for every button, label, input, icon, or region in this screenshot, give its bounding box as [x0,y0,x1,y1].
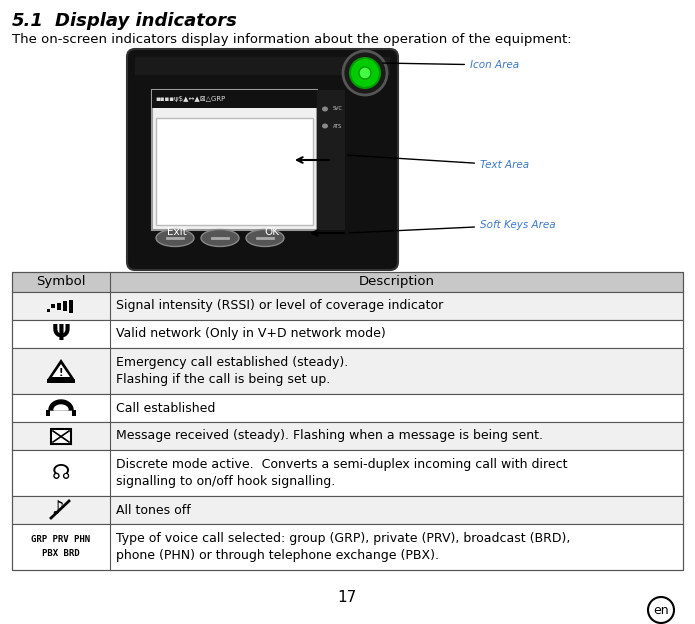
Text: Discrete mode active.  Converts a semi-duplex incoming call with direct
signalli: Discrete mode active. Converts a semi-du… [116,458,568,488]
Ellipse shape [246,230,284,246]
Text: Signal intensity (RSSI) or level of coverage indicator: Signal intensity (RSSI) or level of cove… [116,300,443,313]
Text: !: ! [59,368,63,378]
Bar [51,304,55,308]
Bar [46,410,50,416]
Text: Ψ: Ψ [51,324,70,344]
Text: 5.1: 5.1 [12,12,44,30]
Bar [57,303,61,310]
Bar [12,320,683,348]
Bar [12,450,683,496]
Ellipse shape [322,124,328,129]
Bar [12,496,683,524]
Text: Display indicators: Display indicators [55,12,237,30]
Bar [152,90,317,108]
Bar [12,524,683,570]
Text: en: en [653,603,669,617]
Text: Soft Keys Area: Soft Keys Area [350,220,555,233]
Text: OK: OK [265,227,279,237]
Bar [51,429,71,444]
Text: The on-screen indicators display information about the operation of the equipmen: The on-screen indicators display informa… [12,33,571,46]
Bar [63,301,67,311]
Text: Description: Description [359,276,434,288]
Bar [12,394,683,422]
Ellipse shape [156,230,194,246]
Text: 17: 17 [337,590,357,605]
Bar [12,272,683,570]
Text: Message received (steady). Flashing when a message is being sent.: Message received (steady). Flashing when… [116,429,543,442]
Polygon shape [54,405,68,410]
Bar [317,90,345,230]
FancyBboxPatch shape [127,49,398,270]
Polygon shape [49,400,73,410]
Bar [72,410,76,416]
Polygon shape [52,364,70,377]
Text: PBX BRD: PBX BRD [42,550,80,558]
Text: SVC: SVC [333,107,343,112]
Ellipse shape [201,230,239,246]
Text: ▪▪▪▪ψ$▲↔▲⊠△GRP: ▪▪▪▪ψ$▲↔▲⊠△GRP [155,96,225,102]
Text: Exit: Exit [167,227,187,237]
Text: Icon Area: Icon Area [383,60,519,70]
Text: Call established: Call established [116,401,215,414]
Bar [152,90,317,230]
Text: ATS: ATS [333,124,342,129]
Bar [69,300,73,313]
Bar [47,309,50,312]
Bar [12,348,683,394]
Bar [12,292,683,320]
Circle shape [648,597,674,623]
Text: Emergency call established (steady).
Flashing if the call is being set up.: Emergency call established (steady). Fla… [116,356,348,386]
Text: Text Area: Text Area [348,155,529,170]
Bar [47,379,75,383]
Bar [135,57,390,75]
Circle shape [350,58,380,88]
Bar [156,118,313,225]
Text: Symbol: Symbol [36,276,85,288]
Circle shape [343,51,387,95]
Text: Type of voice call selected: group (GRP), private (PRV), broadcast (BRD),
phone : Type of voice call selected: group (GRP)… [116,532,571,562]
Text: Valid network (Only in V+D network mode): Valid network (Only in V+D network mode) [116,328,386,341]
Circle shape [359,67,371,79]
Text: ♪: ♪ [51,499,64,519]
Bar [12,422,683,450]
Bar [12,272,683,292]
Text: GRP PRV PHN: GRP PRV PHN [31,535,90,545]
Polygon shape [47,359,75,380]
Text: ☊: ☊ [51,463,70,483]
Ellipse shape [322,107,328,112]
Text: All tones off: All tones off [116,504,190,517]
